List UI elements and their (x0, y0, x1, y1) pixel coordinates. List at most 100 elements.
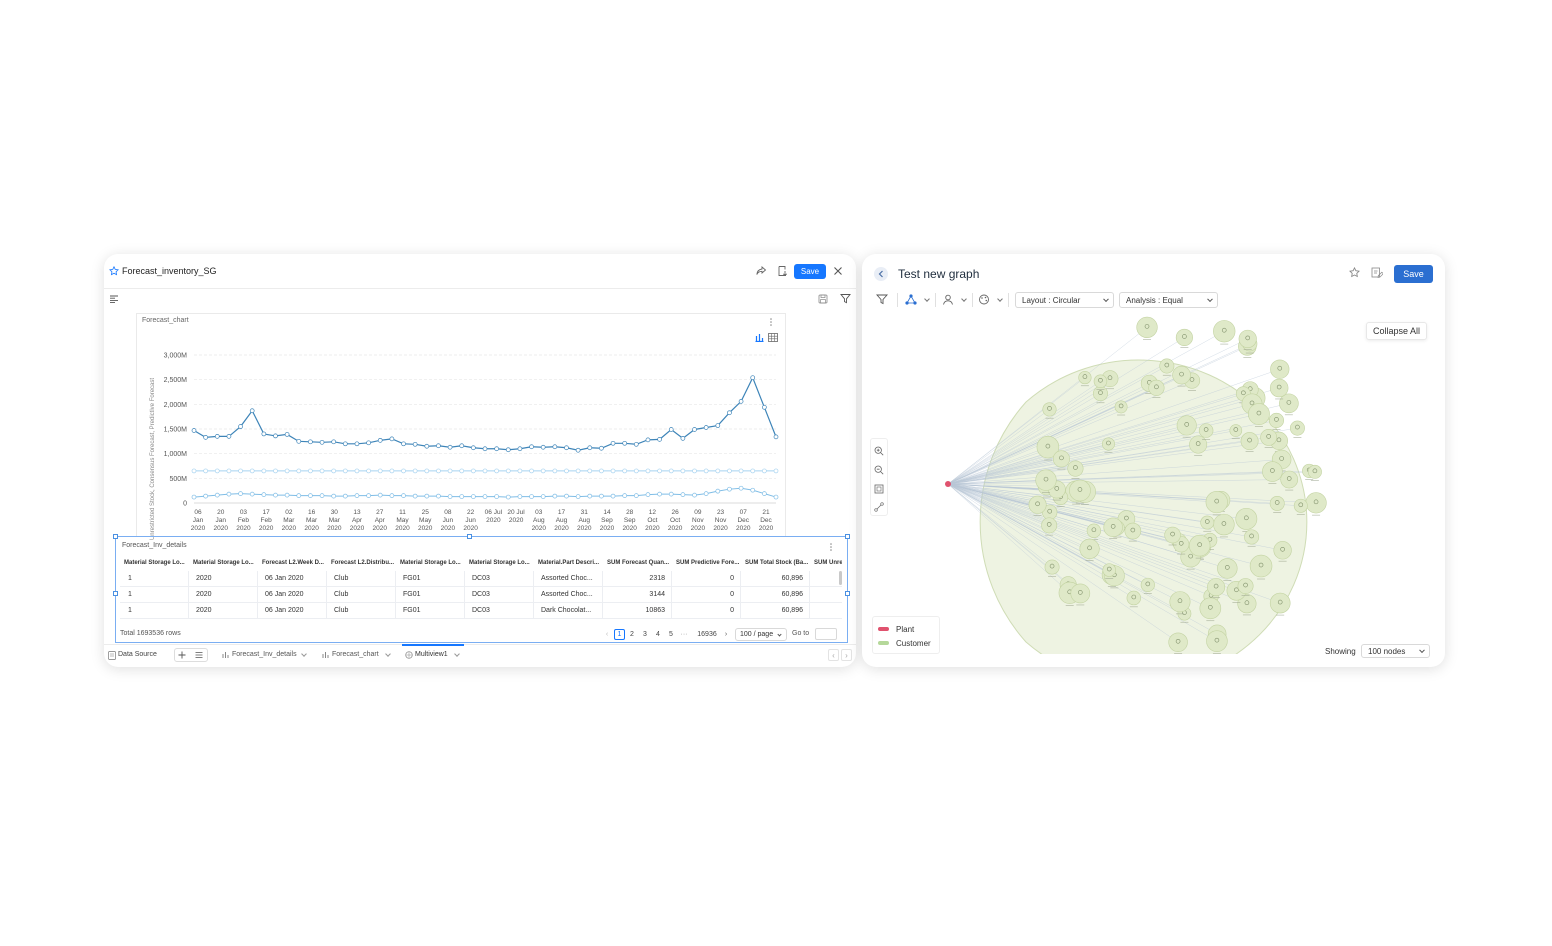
page-button-2[interactable]: 2 (630, 631, 634, 638)
zoom-out-icon[interactable] (874, 465, 884, 475)
filter-icon[interactable] (876, 294, 888, 305)
page-button-5[interactable]: 5 (669, 631, 673, 638)
column-header[interactable]: Forecast L2.Distribu... (331, 560, 395, 566)
customer-node[interactable] (1200, 515, 1215, 532)
layout-select[interactable]: Layout : Circular (1015, 292, 1114, 308)
column-header[interactable]: Material.Part Descri... (538, 560, 600, 566)
customer-node[interactable] (1280, 470, 1299, 491)
customer-node[interactable] (1279, 393, 1299, 416)
export-icon[interactable] (777, 265, 789, 277)
customer-node[interactable] (1070, 583, 1091, 606)
customer-node[interactable] (1114, 400, 1128, 416)
customer-node[interactable] (1268, 412, 1285, 430)
data-source-tab[interactable]: Data Source (118, 651, 157, 658)
table-row[interactable]: 1 2020 06 Jan 2020 Club FG01 DC03 Dark C… (120, 603, 842, 619)
customer-node[interactable] (1102, 563, 1116, 579)
customer-node[interactable] (1249, 554, 1273, 580)
customer-node[interactable] (1078, 371, 1092, 387)
chevron-down-icon[interactable] (997, 296, 1003, 302)
network-graph-canvas[interactable] (862, 314, 1445, 654)
path-tool-icon[interactable] (874, 502, 884, 512)
customer-node[interactable] (1189, 435, 1208, 456)
pagination-ellipsis[interactable]: ··· (680, 631, 688, 638)
save-layout-icon[interactable] (818, 294, 828, 304)
customer-node[interactable] (1093, 374, 1108, 390)
customer-node[interactable] (1262, 461, 1283, 484)
customer-node[interactable] (1172, 365, 1191, 387)
customer-node[interactable] (1305, 492, 1327, 516)
column-header[interactable]: SUM Unre (814, 560, 842, 566)
customer-node[interactable] (1028, 495, 1047, 516)
customer-node[interactable] (1248, 403, 1270, 427)
customer-node[interactable] (1069, 479, 1091, 504)
close-icon[interactable] (833, 266, 843, 276)
customer-node[interactable] (1269, 592, 1291, 616)
column-header[interactable]: Material Storage Lo... (400, 560, 461, 566)
save-button[interactable]: Save (794, 264, 826, 279)
customer-node[interactable] (1035, 469, 1057, 493)
column-header[interactable]: SUM Forecast Quan... (607, 560, 670, 566)
tabs-scroll-left-icon[interactable]: ‹ (828, 649, 839, 661)
style-palette-icon[interactable] (978, 294, 990, 305)
nodes-count-select[interactable]: 100 nodes (1361, 644, 1430, 658)
customer-node[interactable] (1205, 490, 1228, 516)
fit-view-icon[interactable] (874, 484, 884, 494)
favorite-star-icon[interactable] (109, 266, 119, 276)
customer-node[interactable] (1159, 358, 1175, 376)
filter-icon[interactable] (840, 293, 851, 304)
plant-node[interactable] (945, 481, 951, 487)
customer-node[interactable] (1244, 529, 1260, 547)
tab-multiview1[interactable]: Multiview1 (415, 651, 448, 658)
customer-node[interactable] (1124, 522, 1142, 542)
customer-node[interactable] (1269, 495, 1285, 513)
page-button-3[interactable]: 3 (643, 631, 647, 638)
customer-node[interactable] (1103, 517, 1123, 539)
customer-node[interactable] (1269, 378, 1289, 400)
resize-handle[interactable] (467, 534, 472, 539)
customer-node[interactable] (1213, 320, 1236, 345)
favorite-star-icon[interactable] (1349, 267, 1360, 278)
node-type-icon[interactable] (905, 294, 917, 305)
customer-node[interactable] (1042, 402, 1057, 419)
resize-handle[interactable] (845, 591, 850, 596)
customer-node[interactable] (1238, 329, 1257, 350)
next-page-icon[interactable]: › (724, 631, 728, 638)
customer-node[interactable] (1126, 590, 1141, 608)
chevron-down-icon[interactable] (385, 651, 391, 657)
customer-node[interactable] (1270, 359, 1290, 381)
customer-node[interactable] (1136, 316, 1158, 340)
customer-node[interactable] (1052, 450, 1070, 470)
column-header[interactable]: Material Storage Lo... (193, 560, 254, 566)
table-view-icon[interactable] (768, 333, 778, 342)
customer-node[interactable] (1175, 328, 1193, 348)
column-header[interactable]: Material Storage Lo... (124, 560, 185, 566)
back-button[interactable] (874, 267, 888, 281)
save-button[interactable]: Save (1394, 265, 1433, 283)
customer-node[interactable] (1217, 558, 1238, 581)
tab-list-icon[interactable] (195, 651, 203, 659)
customer-node[interactable] (1168, 632, 1188, 654)
customer-node[interactable] (1289, 420, 1305, 438)
last-page-button[interactable]: 16936 (697, 631, 717, 638)
customer-node[interactable] (1148, 379, 1165, 398)
tab-forecast-chart[interactable]: Forecast_chart (332, 651, 379, 658)
customer-node[interactable] (1206, 630, 1228, 654)
tabs-scroll-right-icon[interactable]: › (841, 649, 852, 661)
chevron-down-icon[interactable] (301, 651, 307, 657)
customer-node[interactable] (1188, 534, 1211, 559)
chart-more-icon[interactable] (769, 317, 773, 327)
chevron-down-icon[interactable] (454, 651, 460, 657)
column-header[interactable]: Material Storage Lo... (469, 560, 530, 566)
customer-node[interactable] (1260, 429, 1278, 448)
customer-node[interactable] (1293, 498, 1308, 515)
customer-node[interactable] (1164, 526, 1181, 546)
table-row[interactable]: 1 2020 06 Jan 2020 Club FG01 DC03 Assort… (120, 587, 842, 603)
resize-handle[interactable] (845, 534, 850, 539)
chevron-down-icon[interactable] (924, 296, 930, 302)
customer-node[interactable] (1307, 464, 1322, 481)
customer-node[interactable] (1207, 578, 1226, 599)
customer-node[interactable] (1237, 578, 1254, 596)
customer-node[interactable] (1041, 517, 1058, 536)
customer-node[interactable] (1198, 423, 1214, 440)
add-tab-icon[interactable] (178, 651, 186, 659)
